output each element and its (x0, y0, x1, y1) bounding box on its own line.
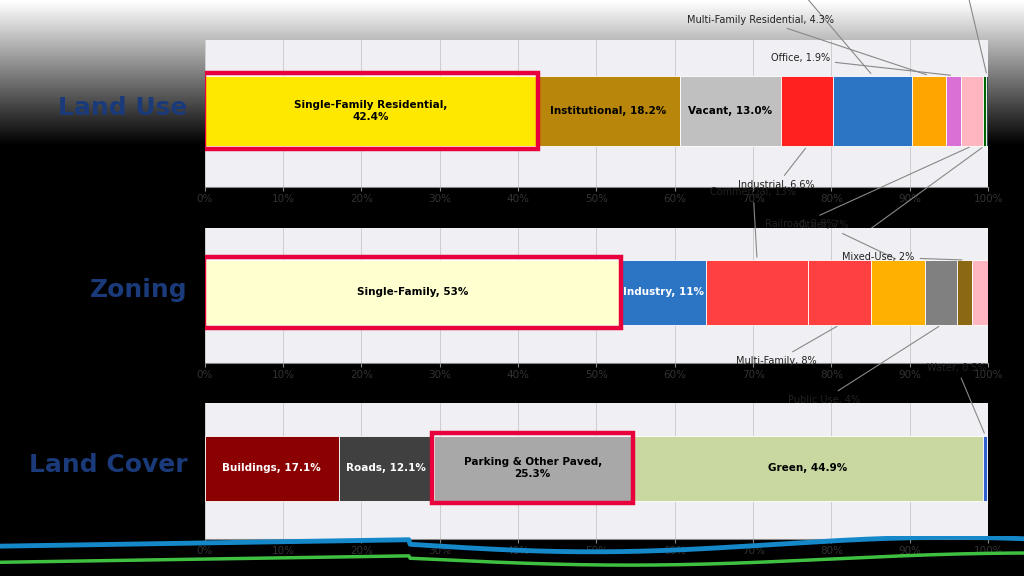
Text: Single-Family Residential,
42.4%: Single-Family Residential, 42.4% (294, 100, 447, 122)
Text: Vacant, 13.0%: Vacant, 13.0% (688, 106, 772, 116)
Text: Public Use, 4%: Public Use, 4% (787, 327, 939, 405)
Bar (205, 435, 339, 501)
Bar (870, 260, 926, 325)
Text: Land Use: Land Use (58, 96, 187, 120)
Bar (433, 435, 632, 501)
Bar (432, 433, 633, 503)
Text: Office, 1.9%: Office, 1.9% (771, 54, 950, 75)
Text: Industrial, 6.6%: Industrial, 6.6% (738, 148, 815, 191)
Bar (632, 435, 983, 501)
Bar (834, 75, 912, 146)
Bar (205, 260, 620, 325)
Text: Other, 0.3%: Other, 0.3% (936, 0, 994, 73)
Text: Single-Family, 53%: Single-Family, 53% (356, 287, 468, 297)
Text: Railroad, 2.8%: Railroad, 2.8% (765, 147, 969, 229)
Bar (912, 75, 946, 146)
Text: Commercial, 10.1%: Commercial, 10.1% (744, 0, 870, 74)
Text: Mixed-Use, 2%: Mixed-Use, 2% (843, 252, 962, 262)
Bar (680, 75, 781, 146)
Bar (204, 73, 539, 149)
Text: Water, 0.5%: Water, 0.5% (927, 363, 987, 433)
Text: Land Cover: Land Cover (29, 453, 187, 478)
Text: Institutional, 18.2%: Institutional, 18.2% (550, 106, 667, 116)
Bar (339, 435, 433, 501)
Bar (620, 260, 707, 325)
Bar (983, 75, 986, 146)
Bar (956, 260, 973, 325)
Bar (926, 260, 956, 325)
Text: Other, 7%: Other, 7% (799, 219, 896, 259)
Text: Buildings, 17.1%: Buildings, 17.1% (222, 463, 322, 473)
Text: Parking & Other Paved,
25.3%: Parking & Other Paved, 25.3% (464, 457, 602, 479)
Bar (707, 260, 808, 325)
Text: Roads, 12.1%: Roads, 12.1% (346, 463, 426, 473)
Bar (205, 75, 537, 146)
Text: Golf Courses, 0.4%: Golf Courses, 0.4% (777, 147, 982, 268)
Text: Industry, 11%: Industry, 11% (623, 287, 703, 297)
Bar (961, 75, 983, 146)
Bar (983, 435, 987, 501)
Bar (973, 260, 988, 325)
Bar (946, 75, 961, 146)
Bar (537, 75, 680, 146)
Text: Green, 44.9%: Green, 44.9% (768, 463, 847, 473)
Bar (781, 75, 834, 146)
Text: Multi-Family Residential, 4.3%: Multi-Family Residential, 4.3% (687, 15, 927, 75)
Bar (204, 257, 622, 328)
Text: Multi-Family, 8%: Multi-Family, 8% (736, 327, 837, 366)
Bar (986, 75, 988, 146)
Text: Zoning: Zoning (90, 278, 187, 302)
Bar (808, 260, 870, 325)
Text: Commercial, 13%: Commercial, 13% (711, 187, 796, 257)
